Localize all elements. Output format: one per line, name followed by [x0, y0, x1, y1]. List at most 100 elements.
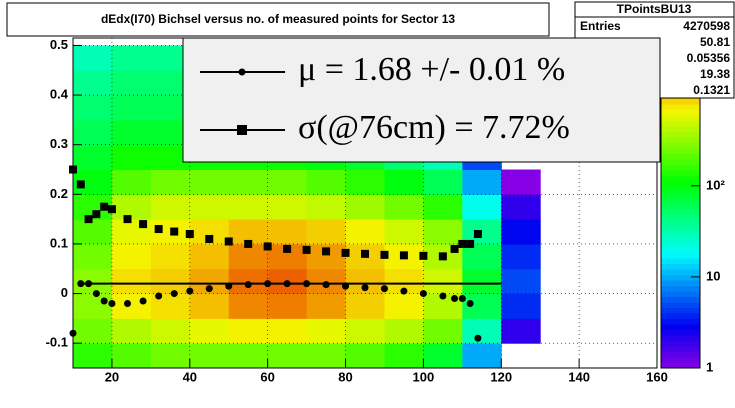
heat-cell — [384, 194, 424, 220]
heat-cell — [189, 169, 230, 195]
colorbar-segment — [661, 197, 700, 204]
colorbar-segment — [661, 318, 700, 325]
heat-cell — [384, 343, 424, 369]
marker — [322, 247, 331, 256]
legend-marker — [237, 125, 247, 135]
heat-cell — [462, 194, 502, 220]
colorbar-segment — [661, 115, 700, 121]
heat-cell — [306, 318, 347, 344]
y-tick-label: 0.5 — [50, 37, 68, 52]
heat-cell — [345, 318, 385, 344]
x-tick-label: 40 — [183, 369, 197, 384]
colorbar-segment — [661, 296, 700, 303]
marker — [399, 251, 408, 260]
heat-cell — [150, 243, 191, 270]
stats-label: Entries — [580, 19, 621, 33]
marker — [155, 292, 163, 300]
marker — [85, 280, 93, 288]
colorbar-label: 1 — [706, 359, 713, 374]
marker — [244, 239, 253, 248]
heat-cell — [73, 219, 113, 245]
heat-cell — [501, 243, 541, 270]
colorbar-segment — [661, 170, 700, 176]
marker — [123, 215, 132, 224]
heat-cell — [73, 343, 113, 369]
heat-cell — [501, 219, 541, 245]
heat-cell — [462, 169, 502, 195]
marker — [170, 227, 179, 236]
heat-cell — [423, 268, 463, 295]
marker — [466, 299, 474, 307]
heat-cell — [501, 268, 541, 295]
legend-label: σ(@76cm) = 7.72% — [298, 109, 570, 146]
marker — [458, 295, 466, 303]
colorbar-segment — [661, 131, 700, 138]
colorbar-segment — [661, 241, 700, 248]
heat-cell — [189, 194, 230, 220]
heat-cell — [384, 219, 424, 245]
marker — [400, 287, 408, 295]
x-tick-label: 100 — [413, 369, 435, 384]
heat-cell — [73, 119, 113, 146]
heat-cell — [228, 318, 269, 344]
stats-value: 0.1321 — [693, 83, 730, 97]
heat-cell — [462, 343, 502, 369]
heat-cell — [267, 318, 308, 344]
heat-cell — [73, 45, 113, 71]
y-tick-label: 0.4 — [50, 87, 69, 102]
chart-title: dEdx(I70) Bichsel versus no. of measured… — [101, 12, 455, 26]
heat-cell — [111, 45, 152, 71]
heat-cell — [150, 194, 191, 220]
marker — [419, 290, 427, 298]
heat-cell — [73, 70, 113, 96]
heat-cell — [111, 243, 152, 270]
y-tick-label: 0.1 — [50, 235, 68, 250]
stats-value: 50.81 — [700, 35, 730, 49]
marker — [450, 244, 459, 253]
marker — [264, 280, 272, 288]
marker — [341, 248, 350, 257]
colorbar-segment — [661, 98, 700, 105]
heat-cell — [423, 194, 463, 220]
marker — [170, 290, 178, 298]
y-tick-label: 0.2 — [50, 186, 68, 201]
heat-cell — [423, 219, 463, 245]
colorbar-segment — [661, 357, 700, 363]
heat-cell — [267, 293, 308, 319]
heat-cell — [189, 243, 230, 270]
colorbar-segment — [661, 142, 700, 149]
colorbar-label: 10² — [706, 177, 725, 192]
marker — [224, 237, 233, 246]
colorbar-segment — [661, 148, 700, 154]
colorbar-segment — [661, 219, 700, 226]
colorbar-segment — [661, 269, 700, 275]
marker — [474, 334, 482, 342]
heat-cell — [189, 343, 230, 369]
marker — [139, 297, 147, 305]
colorbar-segment — [661, 164, 700, 171]
marker — [451, 295, 459, 303]
heat-cell — [111, 119, 152, 146]
heat-cell — [111, 95, 152, 121]
heat-cell — [228, 169, 269, 195]
colorbar-segment — [661, 214, 700, 220]
heat-cell — [423, 169, 463, 195]
colorbar-segment — [661, 335, 700, 341]
colorbar-segment — [661, 329, 700, 336]
heat-cell — [111, 268, 152, 295]
heat-cell — [384, 293, 424, 319]
heat-cell — [462, 268, 502, 295]
colorbar-segment — [661, 137, 700, 143]
marker — [108, 299, 116, 307]
heat-cell — [73, 293, 113, 319]
heat-cell — [73, 243, 113, 270]
marker — [225, 282, 233, 290]
stats-value: 19.38 — [700, 67, 730, 81]
heat-cell — [384, 318, 424, 344]
marker — [92, 290, 100, 298]
heat-cell — [501, 169, 541, 195]
colorbar-segment — [661, 313, 700, 319]
marker — [380, 250, 389, 259]
marker — [361, 249, 369, 258]
marker — [419, 251, 428, 260]
